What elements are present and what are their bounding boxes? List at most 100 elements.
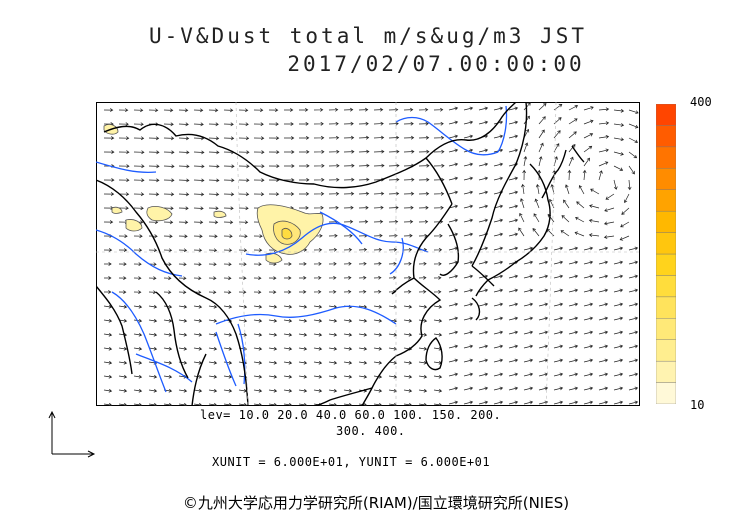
wind-vector [418,121,429,126]
wind-vector [493,386,504,391]
wind-vector [343,205,354,210]
wind-vector [313,163,325,168]
wind-vector [343,191,355,196]
wind-vector [328,346,338,351]
wind-vector [448,218,459,223]
wind-vector [598,107,610,112]
wind-vector [298,374,308,379]
wind-vector [253,108,264,113]
wind-vector [328,107,339,112]
wind-vector [523,302,534,307]
wind-vector [448,316,459,321]
wind-vector [388,261,397,266]
wind-vector [418,135,430,140]
wind-vector [208,164,220,169]
wind-vector [598,121,610,125]
wind-vector [553,316,564,321]
wind-vector [523,102,531,111]
wind-vector [223,122,234,127]
wind-vector [508,218,519,223]
wind-vector [523,330,534,335]
wind-vector [358,191,370,196]
wind-vector [118,346,128,351]
wind-vector [298,388,308,393]
wind-vector [193,192,205,197]
wind-vector [418,374,428,379]
wind-vector [313,346,323,351]
wind-vector [133,388,143,393]
wind-vector [448,302,459,307]
wind-dust-map [96,102,640,406]
wind-vector [418,149,430,154]
wind-vector [238,220,249,225]
wind-vector [103,178,115,182]
wind-vector [583,330,594,335]
wind-vector [208,136,220,141]
wind-vector [103,360,113,365]
wind-vector [538,330,549,335]
wind-vector [538,116,546,125]
wind-vector [133,164,145,169]
wind-vector [163,276,172,281]
wind-vector [478,190,489,195]
wind-vector [532,227,540,237]
wind-vector [478,260,489,265]
wind-vector [583,274,594,279]
wind-vector [583,372,594,377]
wind-vector [208,220,219,225]
wind-vector [298,164,310,168]
wind-vector [463,106,474,111]
wind-vector [403,233,413,238]
wind-vector [493,134,504,139]
wind-vector [328,388,338,393]
wind-vector [433,388,443,393]
wind-vector [583,302,594,307]
wind-vector [133,360,143,365]
wind-vector [553,358,564,363]
wind-vector [403,304,413,309]
wind-vector [568,104,579,111]
wind-vector [533,213,540,223]
wind-vector [163,248,173,253]
wind-vector [178,206,189,211]
wind-vector [613,288,624,293]
wind-vector [284,192,295,196]
wind-vector [238,150,250,155]
map-title: U-V&Dust total m/s&ug/m3 JST [148,24,587,48]
wind-vector [284,276,292,280]
wind-vector [103,248,113,252]
wind-vector [613,123,625,127]
wind-vector [403,135,415,140]
wind-vector [508,400,519,405]
wind-vector [148,346,158,351]
wind-vector [463,246,474,251]
wind-vector [268,388,278,393]
wind-vector [238,332,248,337]
wind-vector [508,344,519,349]
wind-vector [448,386,459,391]
wind-vector [343,121,354,126]
wind-vector [603,221,615,226]
wind-vector [403,121,414,126]
wind-vector [268,332,278,337]
wind-vector [223,136,235,141]
wind-vector [178,164,190,169]
wind-vector [589,204,600,209]
wind-vector [478,176,489,181]
wind-vector [575,216,585,223]
wind-vector [253,192,265,197]
wind-vector [283,318,293,323]
wind-vector [118,248,128,252]
wind-vector [538,260,549,265]
wind-vector [463,260,474,265]
wind-vector [508,120,519,125]
wind-vector [313,374,323,379]
wind-vector [208,192,220,197]
wind-vector [619,235,630,241]
wind-vector [238,178,250,183]
wind-vector [283,402,293,406]
wind-vector [478,218,489,223]
wind-vector [553,104,563,111]
wind-vector [178,318,188,323]
wind-vector [583,288,594,293]
